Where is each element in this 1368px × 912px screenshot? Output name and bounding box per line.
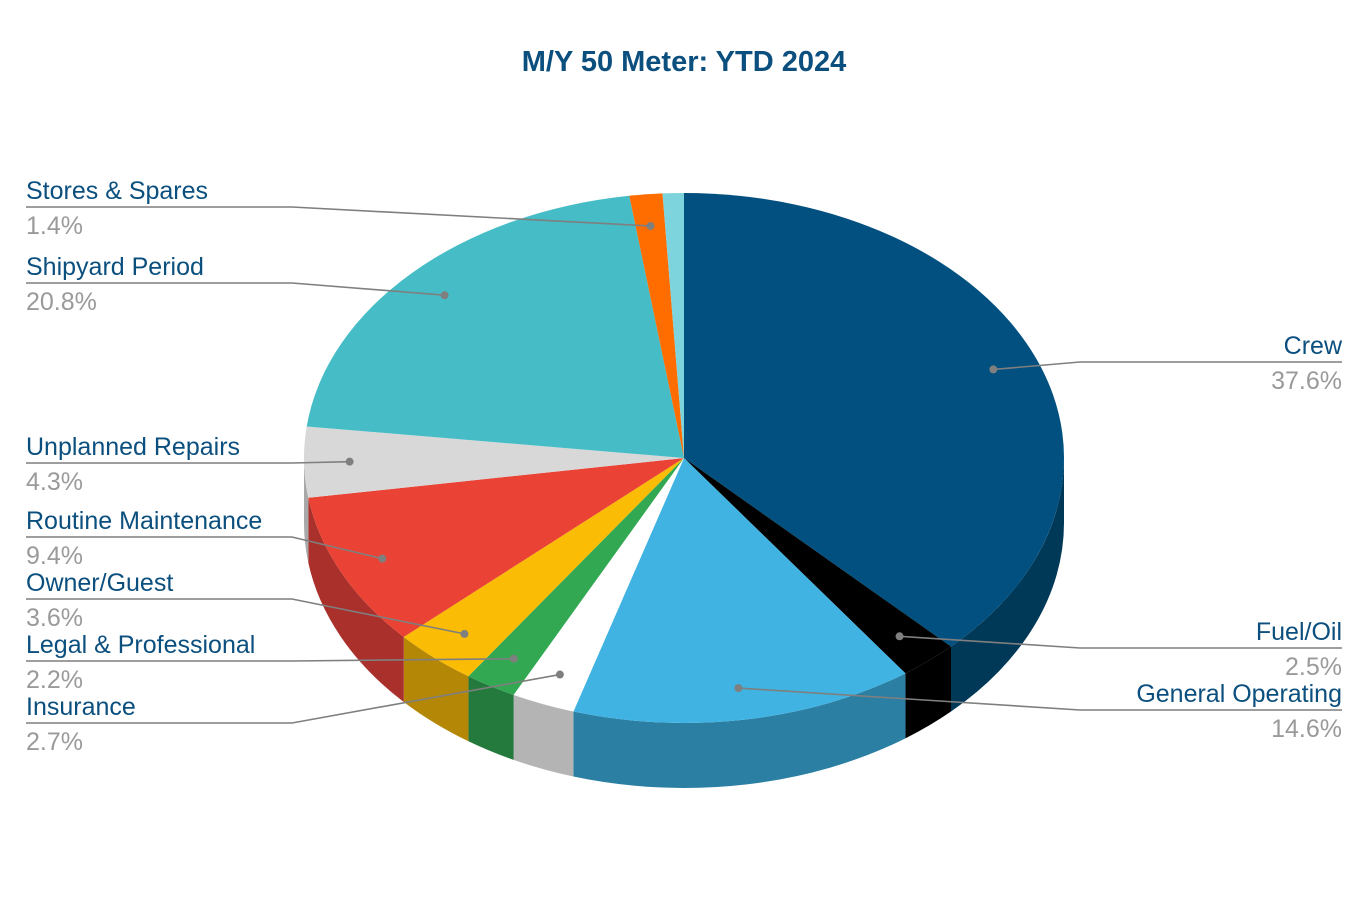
leader-dot-crew <box>989 365 998 374</box>
leader-dot-fuel-oil <box>895 632 904 641</box>
pie-slice-general-operating <box>573 458 906 723</box>
slice-percent-fuel-oil: 2.5% <box>1285 653 1342 681</box>
pie-slice-stores-spares <box>629 193 684 458</box>
slice-percent-unplanned-repairs: 4.3% <box>26 468 83 496</box>
slice-label-crew: Crew <box>1284 332 1343 360</box>
chart-title: M/Y 50 Meter: YTD 2024 <box>522 46 847 78</box>
leader-line-legal-professional <box>26 657 514 662</box>
slice-percent-legal-professional: 2.2% <box>26 666 83 694</box>
pie-side-crew <box>951 458 1065 712</box>
leader-dot-insurance <box>555 670 564 679</box>
pie-side-walls <box>304 458 1065 788</box>
pie-slice-unplanned-repairs <box>304 426 684 498</box>
leader-dot-legal-professional <box>509 654 518 663</box>
leader-line-general-operating <box>738 687 1342 711</box>
leader-line-stores-spares <box>26 206 651 227</box>
pie-side-routine-maintenance <box>308 497 404 702</box>
leader-line-insurance <box>26 673 561 724</box>
leader-dot-shipyard-period <box>440 291 449 300</box>
leader-dot-general-operating <box>734 684 743 693</box>
slice-label-shipyard-period: Shipyard Period <box>26 253 204 281</box>
pie-slice-fuel-oil <box>684 458 952 674</box>
pie-slice-legal-professional <box>468 458 684 695</box>
pie-side-unplanned-repairs <box>304 458 309 563</box>
leader-dot-routine-maintenance <box>378 554 387 563</box>
leader-line-fuel-oil <box>899 635 1342 649</box>
leader-line-shipyard-period <box>26 282 445 296</box>
slice-percent-routine-maintenance: 9.4% <box>26 542 83 570</box>
leader-dot-unplanned-repairs <box>345 457 354 466</box>
slice-label-stores-spares: Stores & Spares <box>26 177 208 205</box>
slice-labels: Stores & Spares 1.4% Shipyard Period 20.8% U… <box>26 177 1343 756</box>
slice-percent-general-operating: 14.6% <box>1271 715 1342 743</box>
pie-side-insurance <box>513 694 574 777</box>
pie-side-fuel-oil <box>905 646 952 739</box>
slice-percent-stores-spares: 1.4% <box>26 212 83 240</box>
slice-label-fuel-oil: Fuel/Oil <box>1256 618 1342 646</box>
slice-percent-owner-guest: 3.6% <box>26 604 83 632</box>
leader-line-routine-maintenance <box>26 536 383 560</box>
slice-label-owner-guest: Owner/Guest <box>26 569 173 597</box>
slice-percent-insurance: 2.7% <box>26 728 83 756</box>
pie-side-legal-professional <box>468 676 514 760</box>
pie-side-general-operating <box>573 673 906 788</box>
pie-side-owner-guest <box>403 636 469 742</box>
leader-lines <box>26 206 1342 724</box>
slice-label-routine-maintenance: Routine Maintenance <box>26 507 262 535</box>
slice-percent-shipyard-period: 20.8% <box>26 288 97 316</box>
slice-label-insurance: Insurance <box>26 693 136 721</box>
pie-slice-shipyard-period <box>306 195 684 458</box>
leader-line-unplanned-repairs <box>26 460 350 464</box>
slice-percent-crew: 37.6% <box>1271 367 1342 395</box>
slice-label-unplanned-repairs: Unplanned Repairs <box>26 433 240 461</box>
pie-slice-crew <box>684 193 1064 647</box>
pie-slice-routine-maintenance <box>308 458 684 637</box>
leader-dot-owner-guest <box>460 629 469 638</box>
slice-label-general-operating: General Operating <box>1136 680 1342 708</box>
pie-top-faces <box>304 193 1064 723</box>
leader-line-owner-guest <box>26 598 465 635</box>
pie-slice-owner-guest <box>403 458 684 677</box>
leader-dot-stores-spares <box>646 221 655 230</box>
pie-slice-insurance <box>513 458 684 712</box>
pie-slice-unlabeled <box>662 193 684 458</box>
leader-line-crew <box>993 361 1342 371</box>
slice-label-legal-professional: Legal & Professional <box>26 631 255 659</box>
